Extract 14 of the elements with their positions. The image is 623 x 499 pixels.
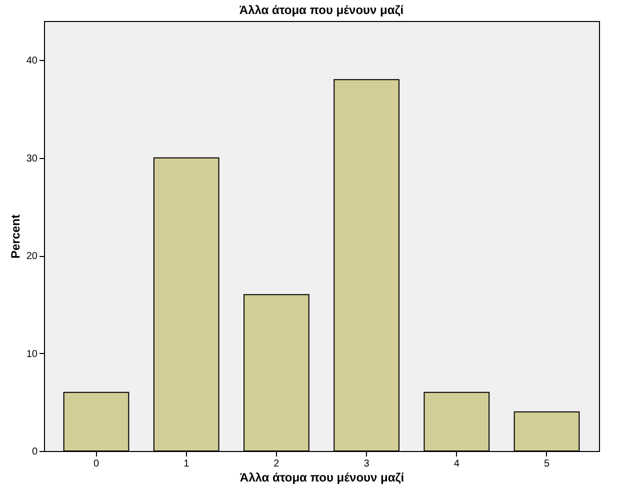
x-tick-label: 1 [184,458,190,470]
chart-title: Άλλα άτομα που μένουν μαζί [239,3,404,17]
x-tick-label: 4 [454,458,460,470]
x-tick-label: 2 [274,458,280,470]
y-tick-label: 40 [26,56,38,67]
x-tick-label: 3 [364,458,370,470]
x-tick-label: 0 [93,458,100,470]
y-tick-label: 10 [26,348,38,360]
y-tick-label: 30 [26,153,38,164]
y-axis-title: Percent [8,214,22,259]
x-axis-title: Άλλα άτομα που μένουν μαζί [240,470,404,484]
y-tick-label: 0 [32,446,38,458]
y-tick-label: 20 [26,251,38,262]
x-tick-label: 5 [544,458,550,470]
